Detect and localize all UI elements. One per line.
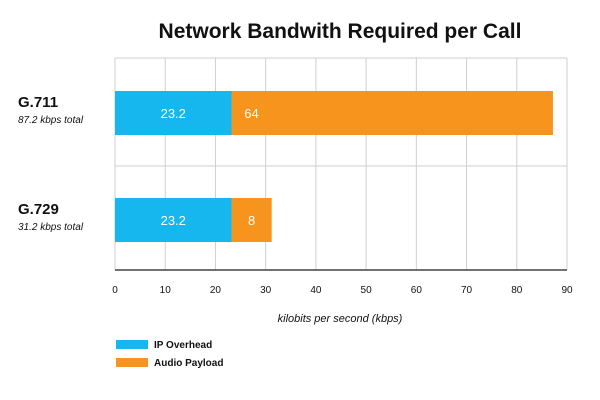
category-total-label: 31.2 kbps total — [18, 222, 84, 233]
bar-segment-ip-overhead — [115, 91, 232, 135]
x-tick-label: 60 — [411, 285, 423, 296]
legend: IP Overhead Audio Payload — [116, 340, 223, 369]
x-axis-title: kilobits per second (kbps) — [278, 313, 403, 325]
bar-value-label: 8 — [248, 213, 255, 228]
x-tick-label: 10 — [160, 285, 172, 296]
chart-title: Network Bandwith Required per Call — [159, 20, 522, 43]
legend-label: IP Overhead — [154, 340, 212, 351]
x-tick-label: 70 — [461, 285, 473, 296]
category-label: G.711 — [18, 94, 58, 111]
x-tick-label: 90 — [561, 285, 573, 296]
bar-value-label: 64 — [244, 106, 258, 121]
category-total-label: 87.2 kbps total — [18, 115, 84, 126]
legend-swatch — [116, 340, 148, 349]
bar-value-label: 23.2 — [161, 213, 186, 228]
x-tick-label: 50 — [361, 285, 373, 296]
x-tick-label: 0 — [112, 285, 118, 296]
legend-swatch — [116, 358, 148, 367]
x-tick-label: 40 — [310, 285, 322, 296]
category-labels: G.711 87.2 kbps total G.729 31.2 kbps total — [18, 94, 84, 233]
legend-label: Audio Payload — [154, 358, 223, 369]
bar-segment-audio-payload — [231, 91, 553, 135]
bar-segment-ip-overhead — [115, 198, 232, 242]
x-tick-label: 80 — [511, 285, 523, 296]
x-axis-ticks: 0 10 20 30 40 50 60 70 80 90 — [112, 285, 573, 296]
x-tick-label: 30 — [260, 285, 272, 296]
bar-value-label: 23.2 — [161, 106, 186, 121]
category-label: G.729 — [18, 201, 59, 218]
bars: 23.2 64 23.2 8 — [115, 91, 553, 242]
bar-segment-audio-payload — [231, 198, 272, 242]
x-tick-label: 20 — [210, 285, 222, 296]
